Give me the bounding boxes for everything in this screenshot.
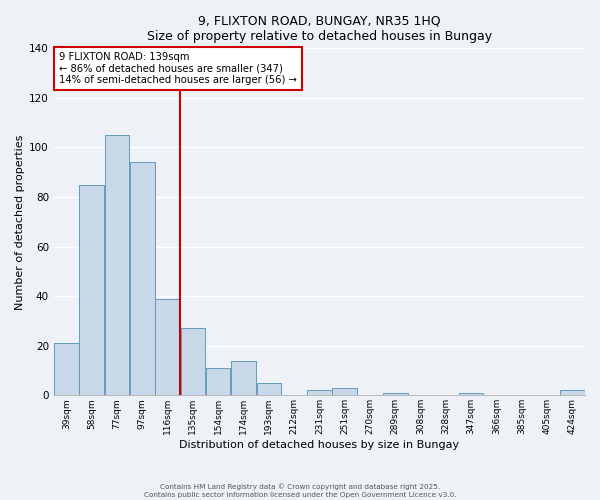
Bar [332, 388, 357, 396]
Title: 9, FLIXTON ROAD, BUNGAY, NR35 1HQ
Size of property relative to detached houses i: 9, FLIXTON ROAD, BUNGAY, NR35 1HQ Size o… [147, 15, 492, 43]
Bar [257, 383, 281, 396]
Bar [105, 135, 129, 396]
X-axis label: Distribution of detached houses by size in Bungay: Distribution of detached houses by size … [179, 440, 460, 450]
Bar [54, 343, 79, 396]
Bar [130, 162, 155, 396]
Y-axis label: Number of detached properties: Number of detached properties [15, 134, 25, 310]
Text: Contains HM Land Registry data © Crown copyright and database right 2025.
Contai: Contains HM Land Registry data © Crown c… [144, 484, 456, 498]
Bar [155, 298, 180, 396]
Bar [206, 368, 230, 396]
Bar [307, 390, 332, 396]
Bar [231, 360, 256, 396]
Bar [459, 393, 484, 396]
Bar [79, 184, 104, 396]
Text: 9 FLIXTON ROAD: 139sqm
← 86% of detached houses are smaller (347)
14% of semi-de: 9 FLIXTON ROAD: 139sqm ← 86% of detached… [59, 52, 297, 85]
Bar [560, 390, 584, 396]
Bar [181, 328, 205, 396]
Bar [383, 393, 407, 396]
